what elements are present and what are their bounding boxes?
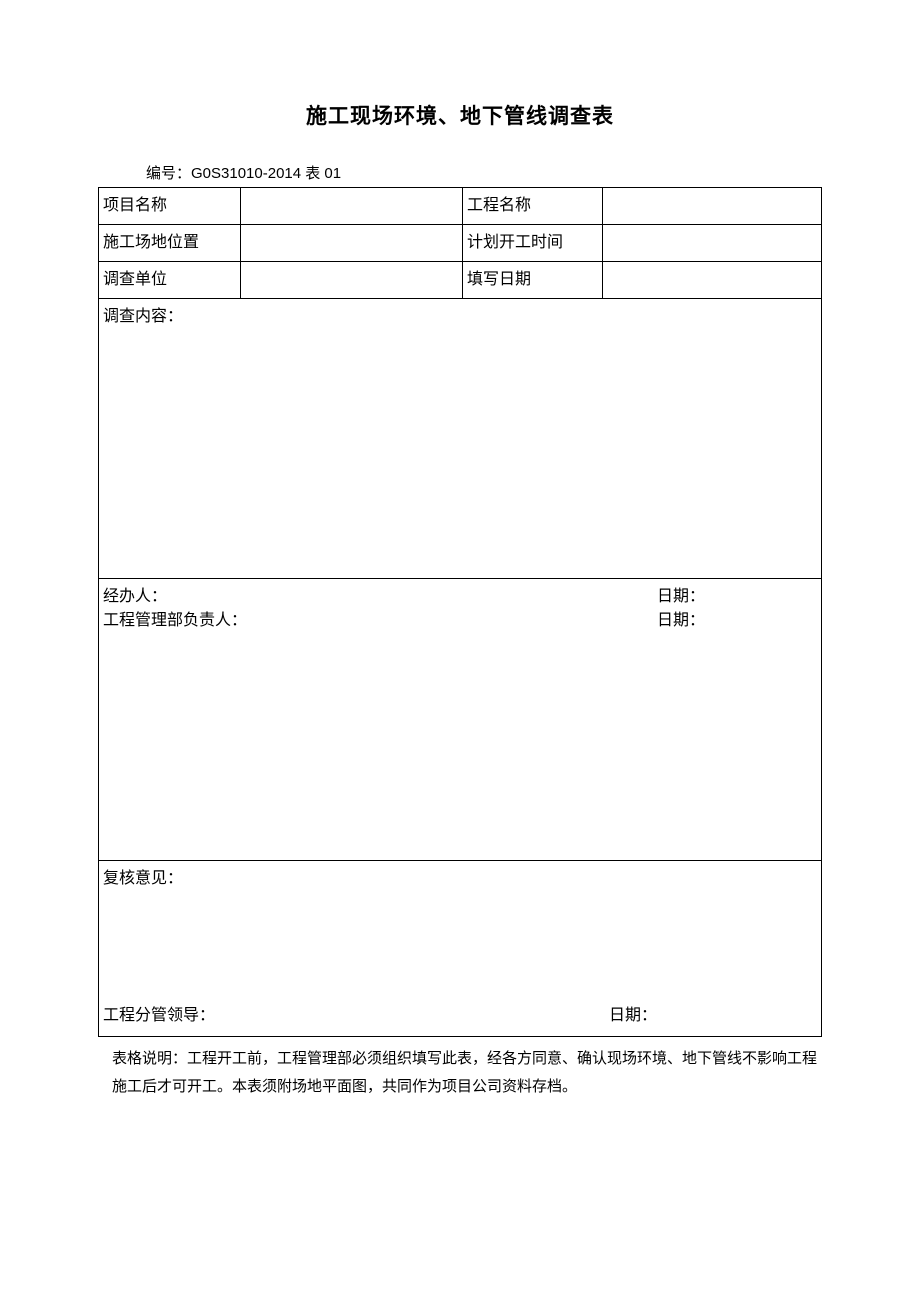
signature-cell: 经办人： 日期： 工程管理部负责人： 日期： [99,579,822,861]
handler-date-label: 日期： [657,585,705,609]
header-row-1: 项目名称 工程名称 [99,188,822,225]
leader-date-label: 日期： [609,1004,657,1028]
manager-label: 工程管理部负责人： [103,609,247,633]
fill-date-label: 填写日期 [463,262,603,299]
document-title: 施工现场环境、地下管线调查表 [98,100,822,130]
survey-form-table: 项目名称 工程名称 施工场地位置 计划开工时间 调查单位 填写日期 调查内容： … [98,187,822,1037]
survey-content-label: 调查内容： [103,305,183,329]
content-row: 调查内容： [99,299,822,579]
header-row-2: 施工场地位置 计划开工时间 [99,225,822,262]
manager-sign-line: 工程管理部负责人： 日期： [103,609,817,633]
site-location-label: 施工场地位置 [99,225,241,262]
engineering-name-label: 工程名称 [463,188,603,225]
planned-start-label: 计划开工时间 [463,225,603,262]
handler-sign-line: 经办人： 日期： [103,585,817,609]
handler-label: 经办人： [103,585,167,609]
engineering-name-value [603,188,822,225]
project-name-value [241,188,463,225]
survey-unit-label: 调查单位 [99,262,241,299]
review-cell: 复核意见： 工程分管领导： 日期： [99,861,822,1037]
review-opinion-label: 复核意见： [103,867,183,891]
project-name-label: 项目名称 [99,188,241,225]
manager-date-label: 日期： [657,609,705,633]
header-row-3: 调查单位 填写日期 [99,262,822,299]
review-row: 复核意见： 工程分管领导： 日期： [99,861,822,1037]
survey-content-cell: 调查内容： [99,299,822,579]
fill-date-value [603,262,822,299]
planned-start-value [603,225,822,262]
survey-unit-value [241,262,463,299]
document-number: 编号：G0S31010-2014 表 01 [146,162,822,183]
site-location-value [241,225,463,262]
leader-label: 工程分管领导： [103,1004,215,1028]
signature-row: 经办人： 日期： 工程管理部负责人： 日期： [99,579,822,861]
footer-note: 表格说明：工程开工前，工程管理部必须组织填写此表，经各方同意、确认现场环境、地下… [112,1045,817,1101]
